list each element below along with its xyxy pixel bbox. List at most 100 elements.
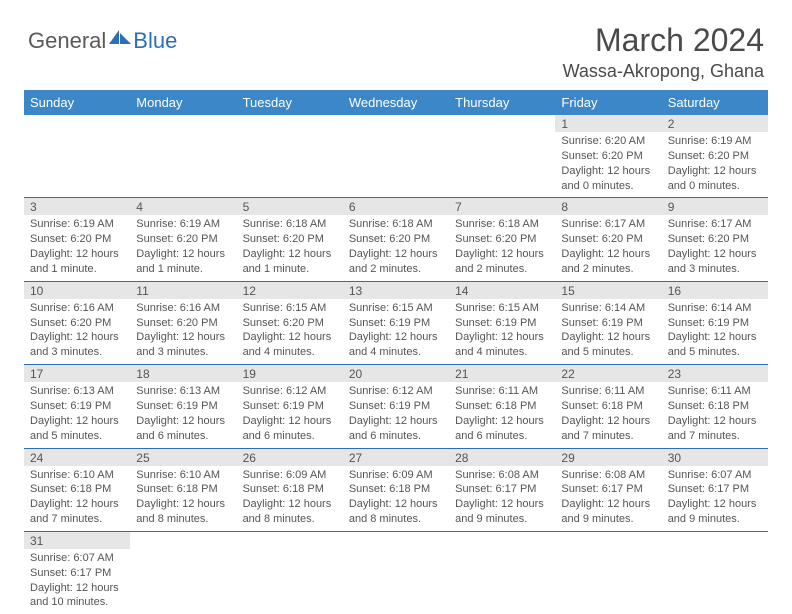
weekday-header: Monday xyxy=(130,90,236,115)
calendar-day-cell xyxy=(130,115,236,198)
day-body: Sunrise: 6:19 AMSunset: 6:20 PMDaylight:… xyxy=(24,215,130,280)
calendar-week-row: 3Sunrise: 6:19 AMSunset: 6:20 PMDaylight… xyxy=(24,198,768,281)
calendar-day-cell: 13Sunrise: 6:15 AMSunset: 6:19 PMDayligh… xyxy=(343,281,449,364)
sunset-text: Sunset: 6:20 PM xyxy=(668,149,762,164)
sunset-text: Sunset: 6:18 PM xyxy=(30,482,124,497)
calendar-day-cell: 7Sunrise: 6:18 AMSunset: 6:20 PMDaylight… xyxy=(449,198,555,281)
day-number: 9 xyxy=(662,198,768,215)
daylight-text: Daylight: 12 hours and 1 minute. xyxy=(243,247,337,277)
sunset-text: Sunset: 6:20 PM xyxy=(243,232,337,247)
weekday-header-row: Sunday Monday Tuesday Wednesday Thursday… xyxy=(24,90,768,115)
month-title: March 2024 xyxy=(563,22,764,59)
sunset-text: Sunset: 6:20 PM xyxy=(136,316,230,331)
day-number: 30 xyxy=(662,449,768,466)
sunset-text: Sunset: 6:19 PM xyxy=(668,316,762,331)
calendar-day-cell: 11Sunrise: 6:16 AMSunset: 6:20 PMDayligh… xyxy=(130,281,236,364)
sunrise-text: Sunrise: 6:11 AM xyxy=(668,384,762,399)
sunrise-text: Sunrise: 6:09 AM xyxy=(243,468,337,483)
daylight-text: Daylight: 12 hours and 6 minutes. xyxy=(136,414,230,444)
day-body: Sunrise: 6:18 AMSunset: 6:20 PMDaylight:… xyxy=(449,215,555,280)
day-body: Sunrise: 6:16 AMSunset: 6:20 PMDaylight:… xyxy=(130,299,236,364)
day-number: 5 xyxy=(237,198,343,215)
calendar-day-cell: 21Sunrise: 6:11 AMSunset: 6:18 PMDayligh… xyxy=(449,365,555,448)
daylight-text: Daylight: 12 hours and 7 minutes. xyxy=(561,414,655,444)
calendar-day-cell: 1Sunrise: 6:20 AMSunset: 6:20 PMDaylight… xyxy=(555,115,661,198)
daylight-text: Daylight: 12 hours and 4 minutes. xyxy=(455,330,549,360)
calendar-day-cell: 20Sunrise: 6:12 AMSunset: 6:19 PMDayligh… xyxy=(343,365,449,448)
sunrise-text: Sunrise: 6:13 AM xyxy=(136,384,230,399)
calendar-day-cell: 10Sunrise: 6:16 AMSunset: 6:20 PMDayligh… xyxy=(24,281,130,364)
calendar-day-cell: 28Sunrise: 6:08 AMSunset: 6:17 PMDayligh… xyxy=(449,448,555,531)
daylight-text: Daylight: 12 hours and 3 minutes. xyxy=(668,247,762,277)
day-body xyxy=(343,535,449,541)
sunset-text: Sunset: 6:20 PM xyxy=(243,316,337,331)
weekday-header: Tuesday xyxy=(237,90,343,115)
sunset-text: Sunset: 6:19 PM xyxy=(136,399,230,414)
sunrise-text: Sunrise: 6:16 AM xyxy=(136,301,230,316)
day-body: Sunrise: 6:11 AMSunset: 6:18 PMDaylight:… xyxy=(555,382,661,447)
day-number: 7 xyxy=(449,198,555,215)
calendar-day-cell: 29Sunrise: 6:08 AMSunset: 6:17 PMDayligh… xyxy=(555,448,661,531)
calendar-day-cell xyxy=(237,531,343,614)
daylight-text: Daylight: 12 hours and 6 minutes. xyxy=(349,414,443,444)
weekday-header: Saturday xyxy=(662,90,768,115)
day-body: Sunrise: 6:09 AMSunset: 6:18 PMDaylight:… xyxy=(237,466,343,531)
day-number: 21 xyxy=(449,365,555,382)
sunset-text: Sunset: 6:18 PM xyxy=(243,482,337,497)
day-body xyxy=(237,118,343,124)
day-body: Sunrise: 6:11 AMSunset: 6:18 PMDaylight:… xyxy=(449,382,555,447)
daylight-text: Daylight: 12 hours and 4 minutes. xyxy=(349,330,443,360)
day-number: 8 xyxy=(555,198,661,215)
sunrise-text: Sunrise: 6:18 AM xyxy=(243,217,337,232)
daylight-text: Daylight: 12 hours and 7 minutes. xyxy=(668,414,762,444)
daylight-text: Daylight: 12 hours and 9 minutes. xyxy=(561,497,655,527)
sunrise-text: Sunrise: 6:12 AM xyxy=(243,384,337,399)
calendar-day-cell xyxy=(130,531,236,614)
calendar-day-cell: 14Sunrise: 6:15 AMSunset: 6:19 PMDayligh… xyxy=(449,281,555,364)
day-number: 27 xyxy=(343,449,449,466)
sunset-text: Sunset: 6:18 PM xyxy=(455,399,549,414)
day-body: Sunrise: 6:15 AMSunset: 6:20 PMDaylight:… xyxy=(237,299,343,364)
day-body: Sunrise: 6:18 AMSunset: 6:20 PMDaylight:… xyxy=(237,215,343,280)
weekday-header: Sunday xyxy=(24,90,130,115)
daylight-text: Daylight: 12 hours and 9 minutes. xyxy=(455,497,549,527)
sunrise-text: Sunrise: 6:15 AM xyxy=(243,301,337,316)
daylight-text: Daylight: 12 hours and 1 minute. xyxy=(30,247,124,277)
calendar-day-cell xyxy=(449,115,555,198)
calendar-day-cell xyxy=(343,531,449,614)
calendar-day-cell: 15Sunrise: 6:14 AMSunset: 6:19 PMDayligh… xyxy=(555,281,661,364)
sunrise-text: Sunrise: 6:19 AM xyxy=(668,134,762,149)
day-body: Sunrise: 6:14 AMSunset: 6:19 PMDaylight:… xyxy=(662,299,768,364)
calendar-table: Sunday Monday Tuesday Wednesday Thursday… xyxy=(24,90,768,614)
daylight-text: Daylight: 12 hours and 7 minutes. xyxy=(30,497,124,527)
logo: General Blue xyxy=(28,28,177,54)
calendar-day-cell: 22Sunrise: 6:11 AMSunset: 6:18 PMDayligh… xyxy=(555,365,661,448)
day-number: 17 xyxy=(24,365,130,382)
day-body: Sunrise: 6:13 AMSunset: 6:19 PMDaylight:… xyxy=(130,382,236,447)
day-body: Sunrise: 6:17 AMSunset: 6:20 PMDaylight:… xyxy=(555,215,661,280)
day-body: Sunrise: 6:08 AMSunset: 6:17 PMDaylight:… xyxy=(449,466,555,531)
day-number: 1 xyxy=(555,115,661,132)
calendar-day-cell xyxy=(449,531,555,614)
day-number: 28 xyxy=(449,449,555,466)
daylight-text: Daylight: 12 hours and 2 minutes. xyxy=(561,247,655,277)
day-body xyxy=(449,535,555,541)
calendar-day-cell: 16Sunrise: 6:14 AMSunset: 6:19 PMDayligh… xyxy=(662,281,768,364)
logo-text-blue: Blue xyxy=(133,28,177,54)
sunset-text: Sunset: 6:20 PM xyxy=(668,232,762,247)
day-number: 31 xyxy=(24,532,130,549)
daylight-text: Daylight: 12 hours and 6 minutes. xyxy=(243,414,337,444)
day-body: Sunrise: 6:10 AMSunset: 6:18 PMDaylight:… xyxy=(130,466,236,531)
day-number: 19 xyxy=(237,365,343,382)
calendar-day-cell xyxy=(237,115,343,198)
calendar-day-cell: 31Sunrise: 6:07 AMSunset: 6:17 PMDayligh… xyxy=(24,531,130,614)
sunset-text: Sunset: 6:18 PM xyxy=(136,482,230,497)
sunrise-text: Sunrise: 6:16 AM xyxy=(30,301,124,316)
day-body xyxy=(24,118,130,124)
weekday-header: Thursday xyxy=(449,90,555,115)
sunrise-text: Sunrise: 6:18 AM xyxy=(349,217,443,232)
sunrise-text: Sunrise: 6:14 AM xyxy=(668,301,762,316)
sunrise-text: Sunrise: 6:19 AM xyxy=(136,217,230,232)
calendar-day-cell: 2Sunrise: 6:19 AMSunset: 6:20 PMDaylight… xyxy=(662,115,768,198)
calendar-week-row: 31Sunrise: 6:07 AMSunset: 6:17 PMDayligh… xyxy=(24,531,768,614)
